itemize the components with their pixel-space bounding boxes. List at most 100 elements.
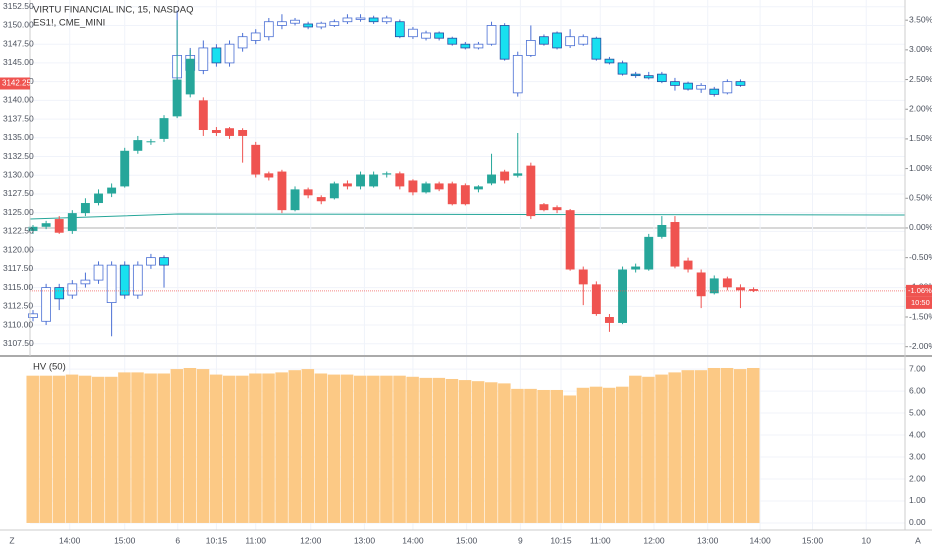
marks [26,10,905,523]
candle-body [120,150,130,187]
countdown-box [906,296,932,309]
bar [301,369,315,523]
candle-body [460,185,470,205]
bar [353,375,367,523]
candle-body [657,224,667,237]
candle-body [749,289,759,291]
candle-body [264,173,274,178]
y-tick-label: 3127.50 [3,188,34,198]
scale-button[interactable]: Z [9,535,14,545]
candle-body [107,187,117,194]
candle-body [736,287,745,291]
x-tick-label: 9 [518,535,523,545]
candle-body [198,47,209,71]
y2-tick-label: 1.00% [909,163,932,173]
y-tick-label: 3145.00 [3,57,34,67]
candle-body [225,128,234,136]
candle-body [41,223,51,227]
chart-title: VIRTU FINANCIAL INC, 15, NASDAQ [33,5,193,16]
candle-body [552,207,562,211]
y-tick-label: 3137.50 [3,113,34,123]
bar [275,372,288,523]
x-tick-label: 15:00 [802,535,824,545]
bar [262,373,275,523]
candle-body [709,88,720,95]
candle-body [630,73,641,77]
y-tick-label: 6.00 [909,385,926,395]
candle-body [722,81,733,94]
last-value-label: -1.06% [908,286,932,295]
x-tick-label: 14:00 [59,535,81,545]
y-tick-label: 7.00 [909,363,926,373]
candle-body [316,197,326,202]
candle-body [133,140,143,151]
candle-body [172,79,182,117]
candle-body [290,189,300,211]
candle-body [237,36,248,49]
candle-body [28,226,38,231]
bar [694,370,708,523]
candle-body [80,203,90,214]
x-tick-label: 10:15 [206,535,228,545]
bar [380,375,393,523]
x-tick-label: 10:15 [550,535,572,545]
candle-body [487,174,496,184]
candle-body [512,55,523,94]
candle-body [159,257,169,266]
countdown-label: 10:50 [911,298,930,307]
y-tick-label: 3132.50 [3,151,34,161]
y2-tick-label: 2.00% [909,103,932,113]
y2-tick-label: -2.00% [909,341,932,351]
bar [720,367,734,523]
bar [615,386,629,523]
candle-body [211,130,221,133]
candle-body [722,278,732,288]
candle-body [696,84,707,90]
candle-body [709,278,719,294]
candle-body [526,165,536,217]
x-tick-label: 10 [861,535,871,545]
bar [511,388,524,523]
candle-body [473,186,483,190]
candle-body [539,204,549,211]
candle-body [355,17,366,20]
candle-body [539,36,549,45]
last-value-box [906,284,932,297]
candle-body [290,19,300,24]
candle-body [368,17,379,23]
y2-tick-label: -0.50% [909,252,932,262]
candle-body [447,183,457,205]
bar [419,377,432,523]
bar [209,374,223,523]
bar [222,375,236,523]
auto-button[interactable]: A [915,535,921,545]
candle-body [28,313,38,318]
bar [733,369,747,523]
candle-body [683,82,693,90]
candle-body [565,210,575,270]
x-tick-label: 15:00 [114,535,136,545]
y-tick-label: 3150.00 [3,20,34,30]
candle-body [381,17,392,23]
candle-body [617,62,628,75]
candle-body [54,219,64,233]
bar [26,375,39,523]
y-tick-label: 3112.50 [3,301,33,311]
y-tick-label: 3152.50 [3,1,34,11]
x-tick-label: 11:00 [590,535,611,545]
bar [681,370,695,523]
bar [340,374,354,523]
candle-body [460,43,471,49]
bar [576,387,590,523]
bar [537,389,550,523]
y-tick-label: 2.00 [909,473,926,483]
candle-body [434,183,444,190]
last-price-box [0,77,30,90]
candle-body [67,283,78,296]
bar [668,372,681,523]
candle-body [119,264,130,296]
candle-body [408,28,418,38]
y-tick-label: 3135.00 [3,132,34,142]
average-line [29,213,906,220]
y-tick-label: 3130.00 [3,170,34,180]
